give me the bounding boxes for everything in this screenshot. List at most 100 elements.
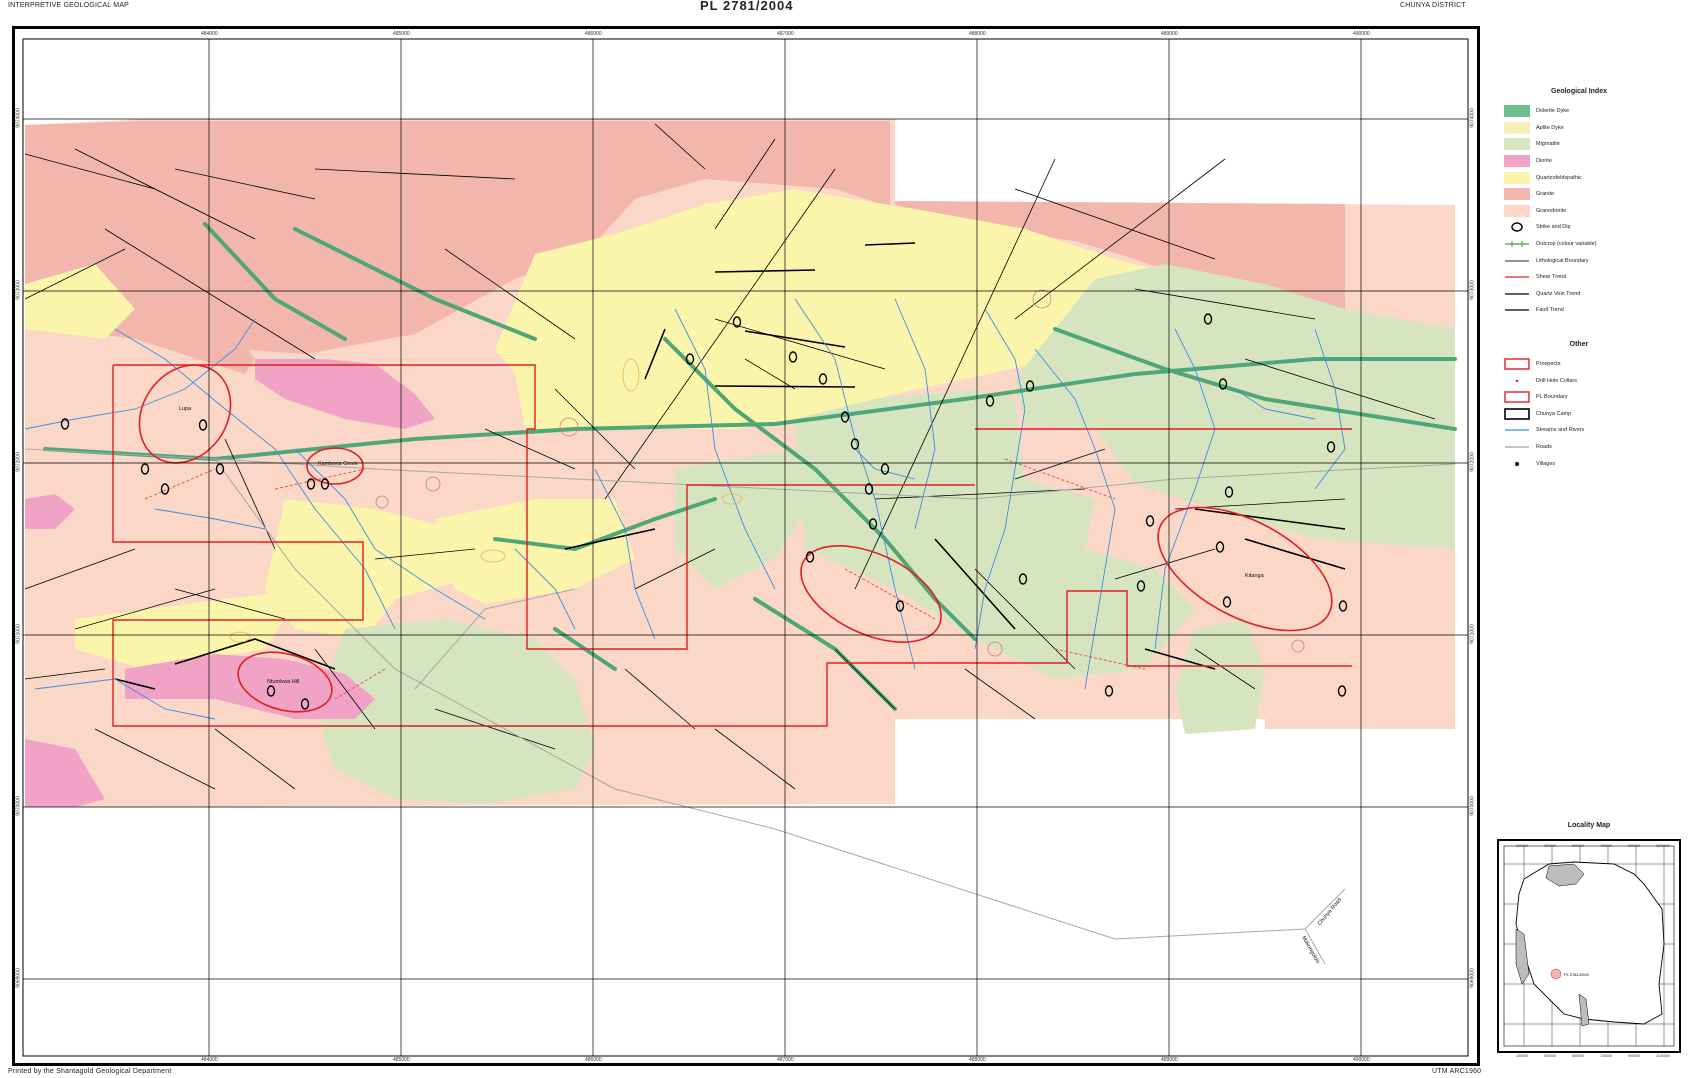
strike-dip-icon	[805, 551, 815, 563]
strike-dip-icon	[1218, 378, 1228, 390]
geological-map-frame[interactable]: 484000 484000 485000 485000 486000 486000 4870…	[12, 26, 1480, 1066]
fault-line	[1114, 548, 1216, 580]
river	[1314, 328, 1346, 490]
road	[414, 588, 576, 690]
fault-line	[714, 728, 796, 790]
locality-coord-label: 500000	[1572, 844, 1584, 848]
quartz-vein	[864, 242, 916, 246]
northing-label-left: 9069000	[15, 968, 22, 988]
strike-dip-icon	[140, 463, 150, 475]
strike-dip-icon	[788, 351, 798, 363]
legend-label: Fault Trend	[1536, 307, 1564, 314]
river	[794, 298, 916, 670]
legend-item: Streams and Rivers	[1504, 422, 1684, 439]
legend-swatch	[1504, 105, 1530, 118]
fault-line	[1014, 158, 1226, 320]
easting-label-top: 488000	[969, 31, 986, 37]
outcrop	[1032, 289, 1052, 309]
road	[24, 448, 1456, 500]
legend-item: Diorite	[1504, 153, 1684, 170]
outcrops	[375, 289, 1305, 657]
geological-map[interactable]	[15, 29, 1477, 1063]
easting-label-bottom: 486000	[585, 1057, 602, 1063]
diorite-unit-north	[255, 359, 435, 429]
fault-line	[1194, 648, 1256, 690]
locality-coord-label: 300000	[1544, 1054, 1556, 1058]
quartz-vein	[744, 330, 846, 348]
granite-unit-east	[895, 201, 1345, 349]
locality-map-title: Locality Map	[1567, 822, 1611, 829]
easting-label-top: 486000	[585, 31, 602, 37]
outcrop	[229, 631, 251, 643]
fault-line	[24, 548, 136, 590]
line-icon	[1504, 424, 1530, 436]
rivers	[24, 298, 1346, 720]
outcrop	[721, 493, 743, 505]
easting-label-bottom: 485000	[393, 1057, 410, 1063]
other-title: Other	[1569, 340, 1589, 348]
river	[894, 298, 936, 530]
fault-line	[1014, 448, 1106, 480]
fault-line	[854, 158, 1056, 590]
outcrop	[375, 495, 389, 509]
strike-dip-icon	[880, 463, 890, 475]
lake-nyasa	[1578, 993, 1590, 1027]
migmatite-unit-central	[795, 389, 1195, 679]
prospect-ntumbwa-hill	[237, 651, 333, 713]
fault-line	[654, 123, 706, 170]
strike-dip-icon	[215, 463, 225, 475]
legend-swatch	[1504, 155, 1530, 168]
northing-label-right: 9072000	[1469, 452, 1476, 472]
legend-item: Drill Hole Collars	[1504, 372, 1684, 389]
fault-line	[484, 428, 576, 470]
lake-tanganyika	[1515, 928, 1530, 985]
locality-map: PL 2781/2004	[1497, 839, 1681, 1053]
easting-label-bottom: 490000	[1353, 1057, 1370, 1063]
legend-swatch	[1504, 171, 1530, 184]
camp-box-icon	[1504, 407, 1530, 420]
locality-map-inner-border	[1503, 845, 1675, 1047]
strike-dip-icon	[1025, 380, 1035, 392]
strike-dip-icon	[1203, 313, 1213, 325]
shear-line	[144, 468, 216, 500]
strike-dip-icon	[306, 478, 316, 490]
legend-label: Diorite	[1536, 158, 1552, 165]
legend-item: Shear Trend	[1504, 269, 1684, 286]
line-icon	[1504, 288, 1530, 300]
fault-line	[554, 388, 636, 470]
quartz-vein	[1194, 508, 1346, 530]
kitanga-label: Kitanga	[1245, 573, 1264, 579]
easting-label-bottom: 484000	[201, 1057, 218, 1063]
prospects	[138, 364, 1333, 713]
locality-coord-label: 700000	[1600, 844, 1612, 848]
legend-label: Lithological Boundary	[1536, 257, 1589, 264]
strike-dip-icon	[1337, 685, 1347, 697]
legend-label: Aplite Dyke	[1536, 124, 1564, 131]
legend-item: Granodiorite	[1504, 203, 1684, 220]
header-left-title: INTERPRETIVE GEOLOGICAL MAP	[8, 2, 130, 9]
footer-credit: Printed by the Shantagold Geological Dep…	[8, 1068, 172, 1075]
lupa-label: Lupa	[179, 406, 192, 412]
legend-item: Outcrop (colour variable)	[1504, 236, 1684, 253]
river	[974, 308, 1026, 650]
legend-item: Strike and Dip	[1504, 219, 1684, 236]
line-icon	[1504, 271, 1530, 283]
locality-coord-label: 100000	[1516, 1054, 1528, 1058]
fault-line	[744, 358, 796, 390]
strike-dip-icon	[864, 483, 874, 495]
fault-line	[974, 568, 1076, 670]
quartz-vein	[644, 328, 666, 380]
outcrop	[425, 476, 441, 492]
legend-item: Roads	[1504, 439, 1684, 456]
locality-coord-label: 700000	[1600, 1054, 1612, 1058]
prospect-kambona-creek	[306, 447, 364, 485]
shear-line	[1004, 458, 1116, 500]
quartz-vein	[564, 528, 656, 550]
line-icon	[1504, 304, 1530, 316]
fault-line	[714, 138, 776, 230]
legend-item: Fault Trend	[1504, 302, 1684, 319]
locality-coord-label: 900000	[1628, 1054, 1640, 1058]
legend-label: PL Boundary	[1536, 394, 1568, 401]
northing-label-right: 9069000	[1469, 968, 1476, 988]
prospect-lupa	[138, 364, 232, 464]
